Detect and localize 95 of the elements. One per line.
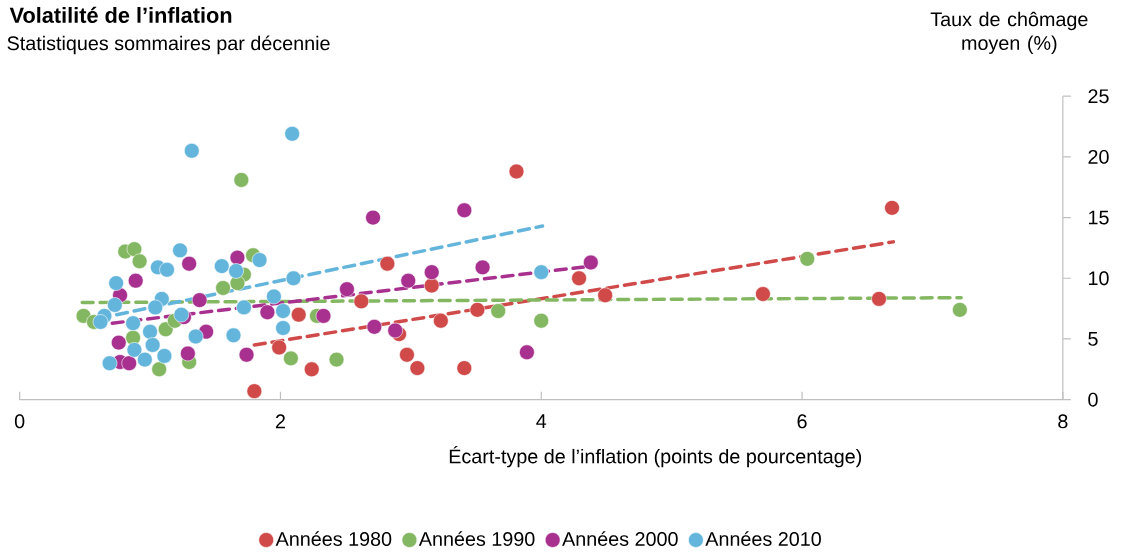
point (474, 259, 491, 276)
point (137, 351, 153, 368)
point (229, 250, 246, 266)
point (111, 334, 127, 351)
point (215, 280, 231, 296)
point (799, 251, 816, 267)
point (127, 273, 144, 289)
point (184, 143, 200, 159)
point (125, 315, 141, 332)
point (233, 172, 250, 188)
y-tick-label: 25 (1088, 89, 1109, 104)
point (101, 355, 118, 372)
point (433, 313, 449, 329)
point (456, 360, 473, 376)
point (259, 304, 276, 321)
point (285, 270, 302, 287)
point (236, 299, 252, 316)
point (339, 281, 355, 298)
point (571, 270, 587, 287)
point (246, 383, 263, 400)
legend-label: Années 2010 (705, 531, 821, 547)
point (597, 287, 613, 304)
point (266, 288, 282, 305)
legend-label: Années 1980 (275, 531, 392, 547)
point (126, 342, 143, 358)
point (519, 344, 535, 361)
y-tick-label: 15 (1089, 210, 1109, 225)
legend-label: Années 1990 (418, 531, 535, 547)
y-tick-label: 5 (1088, 332, 1098, 346)
point (147, 299, 163, 316)
point (353, 293, 370, 310)
y-axis-title: Taux de chômage moyen (%) (930, 11, 1088, 55)
point (214, 258, 230, 274)
point (142, 324, 158, 340)
point (284, 126, 300, 142)
y-tick-label: 10 (1089, 271, 1109, 286)
point (315, 308, 332, 324)
point (157, 321, 174, 338)
point (131, 253, 148, 270)
point (469, 302, 486, 318)
point (144, 337, 161, 353)
point (290, 307, 307, 323)
x-tick-label: 0 (14, 414, 25, 429)
point (181, 256, 197, 272)
y-tick-label: 0 (1088, 392, 1098, 407)
point (151, 361, 167, 378)
point (180, 345, 196, 362)
x-tick-label: 8 (1058, 414, 1068, 429)
point (156, 348, 173, 364)
point (583, 254, 599, 271)
point (328, 351, 345, 368)
point (304, 361, 320, 378)
point (379, 256, 396, 272)
legend-label: Années 2000 (562, 531, 678, 547)
point (108, 275, 124, 291)
point (191, 292, 208, 308)
point (387, 322, 403, 339)
point (884, 200, 900, 216)
chart-subtitle: Statistiques sommaires par décennie (7, 35, 330, 55)
x-tick-label: 4 (536, 414, 547, 429)
point (283, 350, 299, 367)
point (187, 328, 204, 345)
point (225, 327, 242, 344)
point (271, 339, 287, 356)
point (275, 303, 291, 319)
point (126, 241, 143, 257)
point (490, 303, 506, 319)
point (107, 297, 123, 313)
point (275, 320, 291, 336)
point (400, 273, 416, 289)
point (92, 314, 109, 330)
point (508, 163, 525, 180)
point (952, 302, 968, 318)
point (159, 262, 175, 278)
point (228, 263, 244, 279)
x-tick-label: 2 (275, 414, 285, 429)
point (409, 360, 426, 376)
point (533, 313, 549, 329)
point (399, 347, 415, 363)
point (456, 202, 473, 219)
x-axis-title: Écart-type de l’inflation (points de pourcentage) (449, 446, 862, 468)
point (755, 286, 771, 302)
point (365, 209, 381, 226)
y-tick-label: 20 (1088, 150, 1109, 164)
point (172, 242, 188, 259)
point (251, 252, 268, 268)
point (366, 319, 383, 335)
point (423, 277, 440, 294)
chart-title: Volatilité de l’inflation (9, 6, 232, 24)
point (121, 355, 137, 372)
point (423, 264, 440, 281)
x-tick-label: 6 (797, 414, 807, 429)
point (238, 347, 255, 363)
point (533, 264, 549, 281)
point (871, 291, 887, 307)
